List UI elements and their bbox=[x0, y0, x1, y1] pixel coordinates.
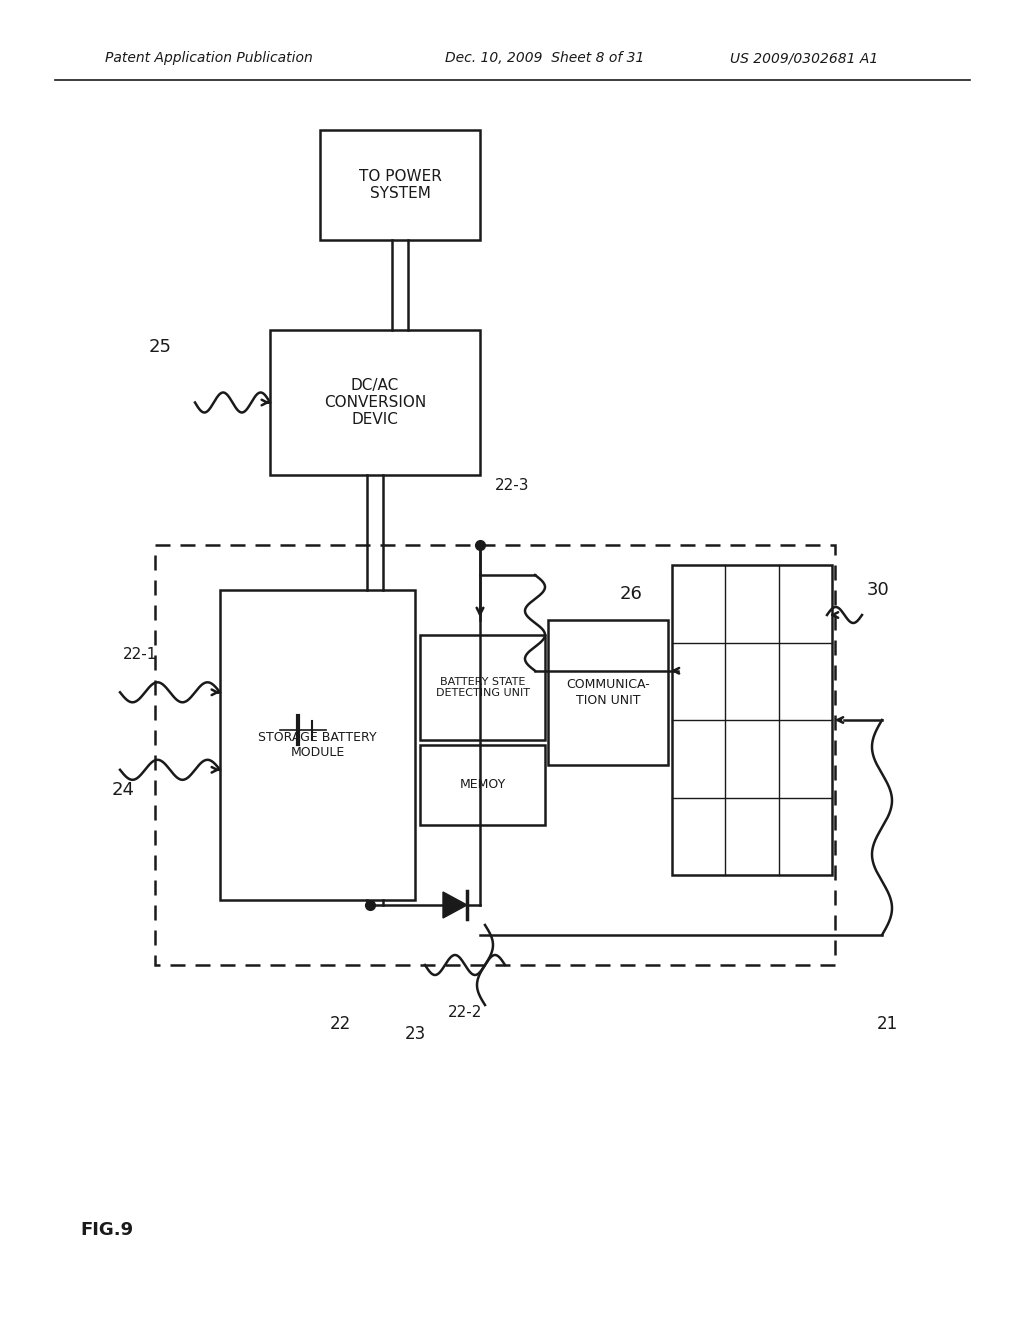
Bar bbox=[420, 635, 545, 741]
Text: 25: 25 bbox=[150, 338, 172, 356]
Text: 22: 22 bbox=[330, 1015, 350, 1034]
Text: 21: 21 bbox=[877, 1015, 898, 1034]
Text: FIG.9: FIG.9 bbox=[80, 1221, 133, 1239]
Bar bbox=[319, 129, 480, 240]
Bar bbox=[270, 330, 480, 475]
Text: 23: 23 bbox=[404, 1026, 426, 1043]
Text: 22-1: 22-1 bbox=[123, 647, 158, 663]
Bar bbox=[548, 620, 668, 766]
Text: US 2009/0302681 A1: US 2009/0302681 A1 bbox=[730, 51, 879, 65]
Bar bbox=[220, 590, 415, 900]
Text: BATTERY STATE
DETECTING UNIT: BATTERY STATE DETECTING UNIT bbox=[435, 677, 529, 698]
Text: 30: 30 bbox=[867, 581, 890, 599]
Text: 22-3: 22-3 bbox=[495, 478, 529, 492]
Text: COMMUNICA-
TION UNIT: COMMUNICA- TION UNIT bbox=[566, 678, 650, 706]
Text: 26: 26 bbox=[620, 585, 643, 603]
Text: 24: 24 bbox=[112, 781, 135, 799]
Text: TO POWER
SYSTEM: TO POWER SYSTEM bbox=[358, 169, 441, 201]
Bar bbox=[420, 744, 545, 825]
Bar bbox=[155, 545, 835, 965]
Text: STORAGE BATTERY
MODULE: STORAGE BATTERY MODULE bbox=[258, 731, 377, 759]
Text: MEMOY: MEMOY bbox=[460, 779, 506, 792]
Bar bbox=[672, 565, 831, 875]
Polygon shape bbox=[443, 892, 467, 917]
Text: 22-2: 22-2 bbox=[447, 1005, 482, 1020]
Text: Dec. 10, 2009  Sheet 8 of 31: Dec. 10, 2009 Sheet 8 of 31 bbox=[445, 51, 644, 65]
Text: Patent Application Publication: Patent Application Publication bbox=[105, 51, 312, 65]
Text: DC/AC
CONVERSION
DEVIC: DC/AC CONVERSION DEVIC bbox=[324, 378, 426, 428]
